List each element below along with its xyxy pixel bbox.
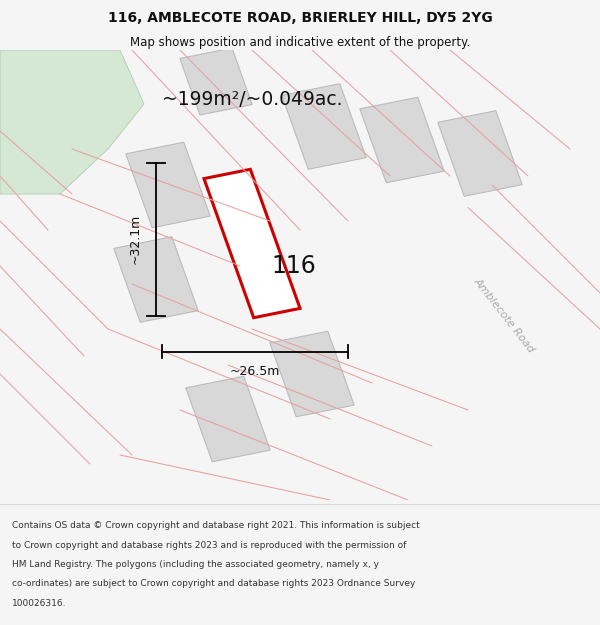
Text: ~26.5m: ~26.5m (230, 365, 280, 378)
Polygon shape (360, 98, 444, 182)
Text: to Crown copyright and database rights 2023 and is reproduced with the permissio: to Crown copyright and database rights 2… (12, 541, 406, 549)
Polygon shape (186, 376, 270, 462)
Text: 116, AMBLECOTE ROAD, BRIERLEY HILL, DY5 2YG: 116, AMBLECOTE ROAD, BRIERLEY HILL, DY5 … (107, 11, 493, 25)
Text: 116: 116 (272, 254, 316, 278)
Text: 100026316.: 100026316. (12, 599, 67, 608)
Polygon shape (282, 84, 366, 169)
Polygon shape (438, 111, 522, 196)
Text: Map shows position and indicative extent of the property.: Map shows position and indicative extent… (130, 36, 470, 49)
Text: ~199m²/~0.049ac.: ~199m²/~0.049ac. (162, 90, 342, 109)
Text: HM Land Registry. The polygons (including the associated geometry, namely x, y: HM Land Registry. The polygons (includin… (12, 560, 379, 569)
Polygon shape (126, 142, 210, 228)
Text: ~32.1m: ~32.1m (128, 214, 142, 264)
Polygon shape (0, 50, 144, 194)
Text: Amblecote Road: Amblecote Road (472, 276, 536, 355)
Polygon shape (180, 48, 252, 115)
Text: co-ordinates) are subject to Crown copyright and database rights 2023 Ordnance S: co-ordinates) are subject to Crown copyr… (12, 579, 415, 588)
Text: Contains OS data © Crown copyright and database right 2021. This information is : Contains OS data © Crown copyright and d… (12, 521, 420, 530)
Polygon shape (270, 331, 354, 417)
Polygon shape (114, 237, 198, 322)
Polygon shape (204, 169, 300, 318)
